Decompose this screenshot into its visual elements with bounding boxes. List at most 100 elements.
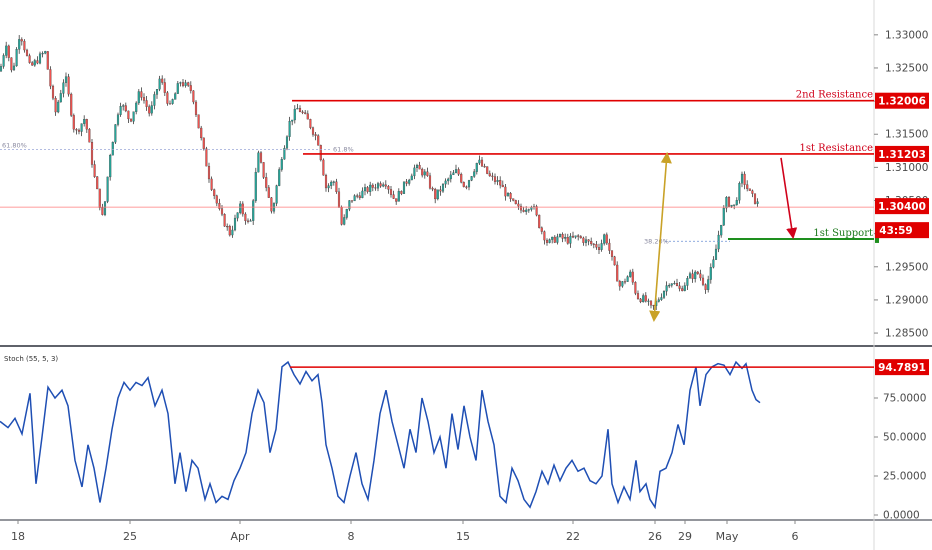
candle-body — [252, 200, 255, 221]
x-tick-label: 15 — [456, 530, 470, 543]
candle-body — [597, 247, 601, 250]
candle-body — [7, 45, 10, 58]
countdown-text: 43:59 — [879, 225, 912, 237]
candle-body — [278, 169, 281, 186]
current-price-badge-text: 1.30400 — [878, 201, 926, 213]
candle-body — [389, 189, 393, 195]
candle-body — [642, 295, 645, 303]
candle-body — [205, 148, 208, 167]
candle-body — [647, 300, 650, 302]
candle-body — [228, 226, 231, 236]
candle-body — [12, 65, 16, 71]
candle-body — [735, 200, 738, 205]
candle-body — [46, 51, 49, 70]
candle-body — [400, 191, 403, 194]
candle-body — [36, 60, 39, 64]
candle-body — [691, 273, 694, 279]
candle-body — [504, 186, 507, 197]
candle-body — [730, 204, 733, 207]
candle-body — [327, 185, 330, 189]
candle-body — [618, 281, 621, 287]
candle-body — [181, 82, 185, 86]
candle-body — [353, 195, 356, 202]
x-tick-label: Apr — [230, 530, 250, 543]
candle-body — [62, 82, 65, 94]
candle-body — [93, 164, 96, 177]
candle-body — [44, 51, 47, 54]
candle-body — [405, 181, 408, 184]
candle-body — [454, 169, 458, 173]
candle-body — [54, 97, 57, 113]
candle-body — [426, 171, 429, 176]
candle-body — [428, 175, 432, 189]
candle-body — [356, 195, 359, 197]
candle-body — [579, 236, 582, 239]
candle-body — [0, 66, 3, 72]
candle-body — [150, 105, 153, 114]
candle-body — [462, 182, 465, 187]
candle-body — [145, 100, 148, 107]
candle-body — [257, 152, 260, 173]
y-tick-label: 1.29500 — [885, 261, 928, 273]
candle-body — [184, 82, 187, 86]
candle-body — [623, 281, 627, 283]
candle-body — [514, 200, 517, 205]
candle-body — [98, 188, 101, 208]
candle-body — [553, 236, 556, 243]
candle-body — [512, 198, 515, 201]
candle-body — [161, 78, 164, 83]
resistance-2-label: 2nd Resistance — [796, 90, 873, 101]
candle-body — [197, 114, 200, 129]
candle-body — [31, 62, 34, 66]
candle-body — [626, 276, 629, 282]
candle-body — [491, 175, 494, 177]
resistance-1-badge-text: 1.31203 — [878, 149, 926, 161]
candle-body — [587, 239, 590, 242]
candle-body — [215, 195, 218, 204]
candle-body — [509, 193, 512, 199]
candle-body — [402, 181, 406, 194]
candle-body — [436, 189, 439, 200]
candle-body — [421, 168, 424, 176]
candle-body — [187, 82, 190, 86]
candle-body — [72, 115, 75, 130]
candle-body — [395, 198, 398, 202]
candle-body — [392, 194, 395, 199]
candle-body — [629, 271, 632, 277]
candle-body — [473, 171, 476, 177]
candle-body — [239, 203, 242, 213]
stoch-title: Stoch (55, 5, 3) — [4, 355, 58, 363]
candle-body — [480, 159, 484, 167]
candle-body — [33, 60, 36, 66]
candle-body — [696, 271, 699, 274]
candle-body — [592, 243, 595, 245]
candle-body — [707, 279, 710, 290]
candle-body — [444, 180, 447, 185]
candle-body — [460, 174, 463, 183]
candle-body — [709, 267, 712, 280]
candle-body — [413, 167, 416, 177]
x-tick-label: 8 — [348, 530, 355, 543]
resistance-2-badge — [875, 92, 929, 109]
candle-body — [335, 181, 338, 193]
fib-range-arrow — [649, 151, 672, 323]
fib-618-label: 61.80% — [2, 141, 27, 149]
candle-body — [501, 184, 504, 188]
candle-body — [28, 55, 31, 63]
candle-body — [457, 169, 460, 175]
candle-body — [701, 277, 705, 285]
candle-body — [275, 185, 278, 204]
candle-body — [574, 235, 577, 238]
candle-body — [675, 283, 679, 287]
candle-body — [733, 204, 736, 206]
candle-body — [109, 155, 112, 178]
candle-body — [244, 213, 247, 222]
candle-body — [673, 283, 676, 285]
candle-body — [662, 291, 666, 298]
candle-body — [434, 189, 437, 200]
candle-body — [483, 166, 486, 168]
candle-body — [748, 188, 751, 191]
